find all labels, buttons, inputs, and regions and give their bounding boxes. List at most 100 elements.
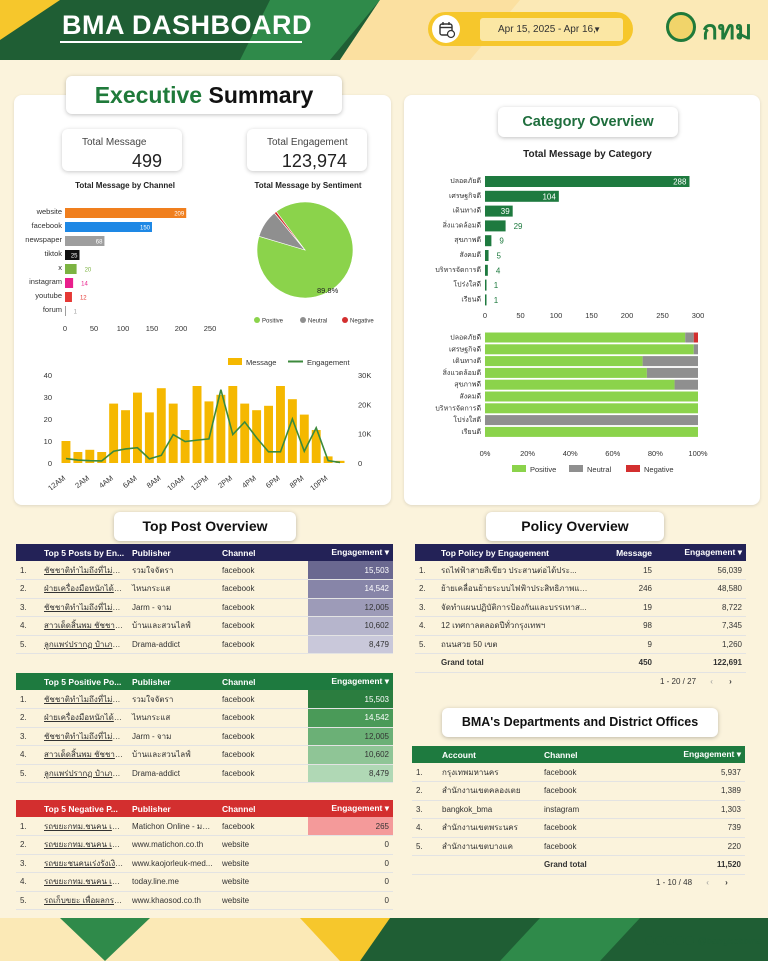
- date-range-select[interactable]: Apr 15, 2025 - Apr 16, ▼: [480, 18, 623, 41]
- prev-page-icon[interactable]: ‹: [706, 878, 709, 887]
- row-number: 2.: [16, 835, 40, 855]
- publisher-cell: www.khaosod.co.th: [128, 891, 218, 910]
- table-row[interactable]: 4. 12 เทศกาลตลอดปีทั่วกรุงเทพฯ 98 7,345: [415, 616, 746, 636]
- table-row[interactable]: 3. จัดทำแผนปฏิบัติการป้องกันและบรรเทาส...…: [415, 598, 746, 617]
- post-link[interactable]: ลูกแพร่ปรากฏ ปำเภาะ กทม...: [40, 764, 128, 783]
- next-page-icon[interactable]: ›: [729, 677, 732, 686]
- channel-bar: [65, 236, 105, 246]
- post-link[interactable]: สาวเด็ดสิ้นพม ชัชชาติทำไ...: [40, 745, 128, 765]
- table-row[interactable]: 3. bangkok_bma instagram 1,303: [412, 800, 745, 819]
- prev-page-icon[interactable]: ‹: [710, 677, 713, 686]
- column-header[interactable]: Publisher: [132, 803, 171, 814]
- row-number: 3.: [415, 598, 437, 617]
- table-row[interactable]: 2. สำนักงานเขตคลองเตย facebook 1,389: [412, 781, 745, 801]
- post-link[interactable]: รถเก็บขยะ เพื่อผลกระทบ...: [40, 891, 128, 910]
- message-cell: 246: [592, 579, 656, 599]
- pie-data-label: 89.8%: [317, 286, 339, 295]
- column-header[interactable]: Engagement ▾: [683, 749, 741, 759]
- column-header[interactable]: Top 5 Positive Po...: [44, 676, 122, 687]
- blank-cell: [438, 855, 540, 875]
- table-row[interactable]: 1. กรุงเทพมหานคร facebook 5,937: [412, 763, 745, 782]
- post-link[interactable]: ชัชชาติทำไมถึงที่ไม่หยุดนี่...: [40, 598, 128, 617]
- table-row[interactable]: 2.ฝ่ายเครื่องมือหนักได้ติดตอง...ไหนกระแส…: [16, 579, 393, 599]
- post-link[interactable]: ชัชชาติทำไมถึงที่ไม่หยุดนี่...: [40, 727, 128, 746]
- column-header[interactable]: Engagement ▾: [331, 547, 389, 557]
- column-header[interactable]: Account: [442, 749, 476, 760]
- table-row[interactable]: 2.ฝ่ายเครื่องมือหนักได้ติดตอง...ไหนกระแส…: [16, 708, 393, 728]
- grand-total-label: Grand total: [540, 855, 650, 875]
- column-header[interactable]: Message: [616, 547, 652, 558]
- column-header[interactable]: Publisher: [132, 676, 171, 687]
- x-tick: 4PM: [240, 473, 258, 490]
- row-number: 1.: [415, 561, 437, 580]
- table-row[interactable]: 4.สาวเด็ดสิ้นพม ชัชชาติทำไ...บ้านและสวนไ…: [16, 745, 393, 765]
- table-row[interactable]: 1.ชัชชาติทำไมถึงที่ไม่หยุดนี่...รวมใจจัต…: [16, 690, 393, 709]
- message-bar: [192, 386, 202, 463]
- table-row[interactable]: 2. รถขยะกทม.ชนคน เร่งรัง ... www.matichon.…: [16, 835, 393, 855]
- stacked-x-tick: 80%: [648, 449, 663, 458]
- publisher-cell: รวมใจจัตรา: [128, 690, 218, 709]
- channel-cell: facebook: [218, 616, 308, 636]
- post-link[interactable]: ฝ่ายเครื่องมือหนักได้ติดตอง...: [40, 579, 128, 599]
- channel-bar: [65, 306, 66, 316]
- post-link[interactable]: ฝ่ายเครื่องมือหนักได้ติดตอง...: [40, 708, 128, 728]
- row-number-header: [16, 544, 40, 561]
- post-link[interactable]: รถขยะกทม.ชนคน เร่งรัง ...: [40, 817, 128, 836]
- category-bar: [485, 250, 489, 261]
- legend-swatch: [626, 465, 640, 472]
- table-row[interactable]: 5. รถเก็บขยะ เพื่อผลกระทบ... www.khaosod.c…: [16, 891, 393, 910]
- x-icon: [645, 936, 655, 945]
- category-label: โปร่งใสดี: [453, 280, 481, 289]
- table-row[interactable]: 2. ย้ายเคลื่อนย้ายระบบไฟฟ้าประสิทธิภาพและ…: [415, 579, 746, 599]
- table-row[interactable]: 5. ถนนสวย 50 เขต 9 1,260: [415, 635, 746, 654]
- message-cell: 9: [592, 635, 656, 654]
- column-header[interactable]: Top 5 Negative P...: [44, 803, 118, 814]
- column-header[interactable]: Engagement ▾: [331, 676, 389, 686]
- column-header[interactable]: Channel: [222, 676, 256, 687]
- post-link[interactable]: รถขยะชนคนเร่งรังเงินได้ดิ...: [40, 854, 128, 873]
- table-row[interactable]: 1. รถขยะกทม.ชนคน เร่งรัง ... Matichon Onli…: [16, 817, 393, 836]
- table-row[interactable]: 4. สำนักงานเขตพระนคร facebook 739: [412, 818, 745, 838]
- table-row[interactable]: 4.สาวเด็ดสิ้นพม ชัชชาติทำไ...บ้านและสวนไ…: [16, 616, 393, 636]
- date-range-picker[interactable]: Apr 15, 2025 - Apr 16, ▼: [428, 12, 633, 46]
- next-page-icon[interactable]: ›: [725, 878, 728, 887]
- post-link[interactable]: ลูกแพร่ปรากฏ ปำเภาะ กทม...: [40, 635, 128, 654]
- table-row[interactable]: 3.ชัชชาติทำไมถึงที่ไม่หยุดนี่...Jarm - จ…: [16, 598, 393, 617]
- kpi-value: 499: [131, 151, 162, 171]
- column-header[interactable]: Channel: [544, 749, 578, 760]
- legend-swatch: [512, 465, 526, 472]
- kpi-label: Total Engagement: [267, 137, 348, 148]
- column-header[interactable]: Publisher: [132, 547, 171, 558]
- table-row[interactable]: 3.รถขยะชนคนเร่งรังเงินได้ดิ...www.kaojor…: [16, 854, 393, 873]
- post-link[interactable]: รถขยะกทม.ชนคน เร่งรัง ...: [40, 872, 128, 892]
- channel-cell: facebook: [540, 818, 650, 838]
- table-row[interactable]: 4. รถขยะกทม.ชนคน เร่งรัง ... today.line.me…: [16, 872, 393, 892]
- table-row[interactable]: 5.ลูกแพร่ปรากฏ ปำเภาะ กทม...Drama-addict…: [16, 764, 393, 783]
- category-label: ปลอดภัยดี: [450, 334, 481, 342]
- post-link[interactable]: สาวเด็ดสิ้นพม ชัชชาติทำไ...: [40, 616, 128, 636]
- column-header[interactable]: Top 5 Posts by En...: [44, 547, 125, 558]
- chevron-down-icon[interactable]: ▼: [593, 25, 601, 34]
- channel-x-tick: 50: [90, 324, 98, 333]
- table-row[interactable]: 5.ลูกแพร่ปรากฏ ปำเภาะ กทม...Drama-addict…: [16, 635, 393, 654]
- post-link[interactable]: รถขยะกทม.ชนคน เร่งรัง ...: [40, 835, 128, 855]
- message-bar: [109, 403, 119, 463]
- column-header[interactable]: Channel: [222, 547, 256, 558]
- table-row[interactable]: 1. รถไฟฟ้าสายสีเขียว ประสานต่อได้ประ... 15…: [415, 561, 746, 580]
- channel-cell: facebook: [540, 837, 650, 856]
- column-header[interactable]: Engagement ▾: [331, 803, 389, 813]
- table-row[interactable]: 5. สำนักงานเขตบางแค facebook 220: [412, 837, 745, 856]
- social-handles[interactable]: @bangkokbma: [645, 936, 762, 946]
- account-cell: bangkok_bma: [438, 800, 540, 819]
- column-header[interactable]: Engagement ▾: [684, 547, 742, 557]
- row-number: 4.: [415, 616, 437, 636]
- column-header[interactable]: Channel: [222, 803, 256, 814]
- publisher-cell: Drama-addict: [128, 635, 218, 654]
- table-row[interactable]: 3.ชัชชาติทำไมถึงที่ไม่หยุดนี่...Jarm - จ…: [16, 727, 393, 746]
- post-link[interactable]: ชัชชาติทำไมถึงที่ไม่หยุดนี่...: [40, 690, 128, 709]
- engagement-cell: 0: [308, 854, 393, 873]
- calendar-icon[interactable]: [432, 15, 460, 43]
- column-header[interactable]: Top Policy by Engagement: [441, 547, 549, 558]
- table-row[interactable]: 1.ชัชชาติทำไมถึงที่ไม่หยุดนี่...รวมใจจัต…: [16, 561, 393, 580]
- post-link[interactable]: ชัชชาติทำไมถึงที่ไม่หยุดนี่...: [40, 561, 128, 580]
